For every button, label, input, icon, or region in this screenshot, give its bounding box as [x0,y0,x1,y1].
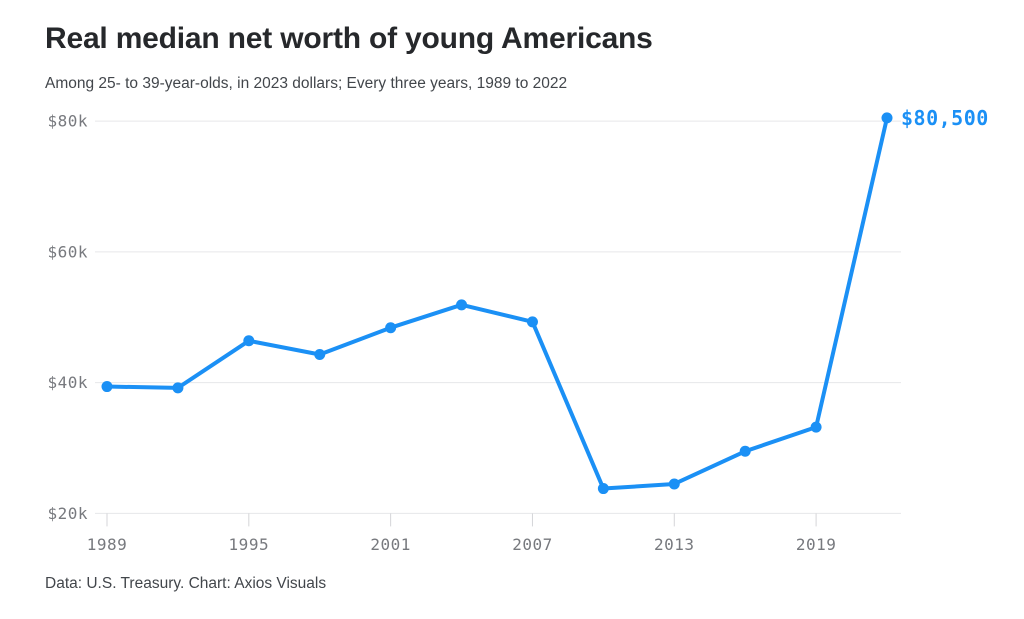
data-point [456,299,468,311]
y-axis-label: $20k [47,504,88,523]
data-point [881,112,893,124]
x-axis-label: 2013 [654,535,695,554]
x-axis: 1989 1995 2001 2007 2013 2019 [87,513,837,554]
data-point [243,335,255,347]
x-axis-label: 2019 [796,535,837,554]
x-axis-label: 2001 [370,535,411,554]
trend-line [105,115,889,491]
y-axis-label: $60k [47,242,88,261]
y-axis-label: $40k [47,373,88,392]
y-grid: $20k $40k $60k $80k [47,112,901,523]
x-axis-label: 1989 [87,535,128,554]
data-point [810,421,822,433]
data-point [597,483,609,495]
chart-source: Data: U.S. Treasury. Chart: Axios Visual… [45,575,327,592]
x-axis-label: 2007 [512,535,553,554]
data-point [101,381,113,393]
x-axis-label: 1995 [229,535,270,554]
data-point [172,382,184,394]
data-point [739,445,751,457]
chart-title: Real median net worth of young Americans [45,22,653,55]
data-points [101,112,893,495]
chart-subtitle: Among 25- to 39-year-olds, in 2023 dolla… [45,75,568,92]
end-value-label: $80,500 [901,106,989,130]
data-point [668,478,680,490]
data-point [385,322,397,334]
y-axis-label: $80k [47,112,88,131]
data-point [526,316,538,328]
data-point [314,349,326,361]
